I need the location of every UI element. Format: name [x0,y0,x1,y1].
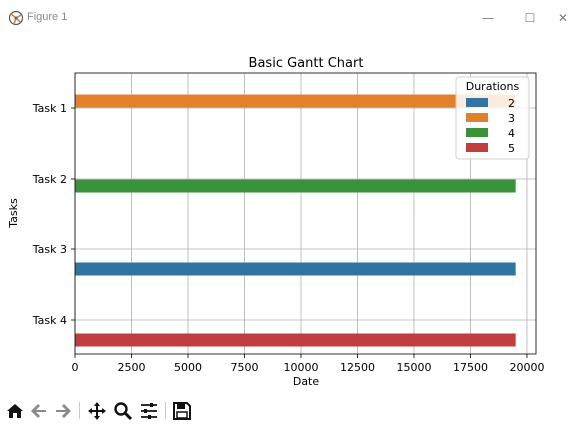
legend-box [455,76,530,160]
tick-labels: 0 2500 5000 7500 10000 12500 15000 17500 20000 Ta… [32,102,545,374]
x-tick-label: 5000 [174,361,202,374]
gantt-chart: 0 2500 5000 7500 10000 12500 15000 17500 20000 Ta… [7,56,545,388]
toolbar-separator [165,402,166,419]
toolbar-separator [79,402,80,419]
zoom-icon[interactable] [112,400,134,422]
save-icon[interactable] [171,400,193,422]
legend: Durations 2 3 4 5 [455,76,530,160]
legend-swatch [466,98,488,107]
pan-icon[interactable] [86,400,108,422]
x-tick-label: 7500 [230,361,258,374]
configure-subplots-icon[interactable] [138,400,160,422]
navigation-toolbar [0,396,573,424]
x-axis-label: Date [293,375,320,388]
x-tick-label: 15000 [396,361,431,374]
legend-swatch [466,143,488,152]
x-tick-label: 20000 [509,361,544,374]
gantt-bar-duration-2 [75,262,516,276]
y-tick-label: Task 3 [32,243,67,256]
legend-label: 2 [508,97,515,110]
bars [75,94,516,347]
gantt-bar-duration-5 [75,333,516,347]
x-tick-label: 10000 [283,361,318,374]
figure-canvas[interactable]: 0 2500 5000 7500 10000 12500 15000 17500 20000 Ta… [0,36,573,392]
maximize-button[interactable]: ☐ [524,11,536,25]
legend-label: 4 [508,127,515,140]
x-tick-label: 2500 [117,361,145,374]
y-tick-label: Task 2 [32,173,67,186]
legend-swatch [466,128,488,137]
y-tick-label: Task 1 [32,102,67,115]
legend-label: 3 [508,112,515,125]
chart-title: Basic Gantt Chart [249,56,364,71]
gantt-bar-duration-3 [75,94,516,108]
y-tick-label: Task 4 [32,314,67,327]
home-icon[interactable] [4,400,26,422]
gantt-bar-duration-4 [75,179,516,193]
legend-label: 5 [508,142,515,155]
y-axis-label: Tasks [7,198,20,229]
x-tick-label: 0 [72,361,79,374]
legend-title: Durations [466,80,520,93]
axes-frame [74,72,537,355]
window-title: Figure 1 [27,11,68,23]
back-icon[interactable] [28,400,50,422]
x-tick-label: 17500 [453,361,488,374]
matplotlib-app-icon [8,10,24,26]
forward-icon[interactable] [52,400,74,422]
legend-swatch [466,113,488,122]
window-titlebar: Figure 1 — ☐ ✕ [0,0,573,36]
minimize-button[interactable]: — [482,11,494,25]
close-button[interactable]: ✕ [557,11,569,25]
x-tick-label: 12500 [340,361,375,374]
